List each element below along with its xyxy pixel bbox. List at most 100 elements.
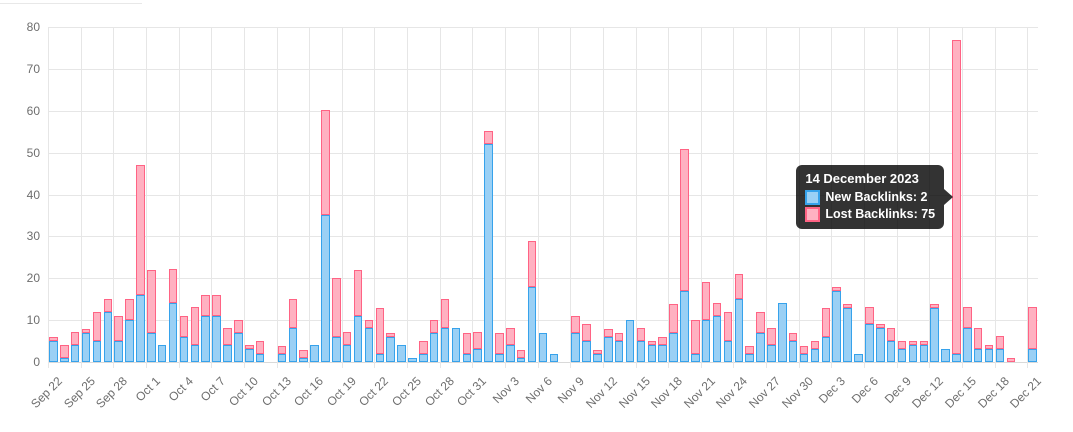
bar-dec-16[interactable]: [973, 328, 983, 362]
bar-oct-22[interactable]: [375, 308, 385, 362]
bar-nov-14[interactable]: [625, 320, 635, 362]
bar-dec-18[interactable]: [995, 336, 1005, 362]
new-backlinks-segment: [125, 320, 134, 362]
bar-oct-19[interactable]: [342, 332, 352, 362]
bar-sep-30[interactable]: [136, 165, 145, 362]
bar-nov-1[interactable]: [484, 131, 493, 362]
bar-oct-18[interactable]: [332, 278, 341, 362]
bar-oct-26[interactable]: [419, 341, 428, 362]
bar-oct-14[interactable]: [288, 299, 298, 362]
bar-oct-23[interactable]: [386, 333, 395, 362]
new-backlinks-segment: [201, 316, 210, 362]
bar-nov-5[interactable]: [527, 241, 537, 362]
bar-dec-3[interactable]: [832, 287, 841, 362]
bar-nov-18[interactable]: [669, 304, 678, 362]
bar-oct-25[interactable]: [408, 358, 417, 362]
lost-backlinks-segment: [114, 316, 123, 341]
bar-dec-12[interactable]: [930, 304, 939, 362]
bar-oct-3[interactable]: [168, 269, 178, 362]
bar-dec-10[interactable]: [908, 341, 918, 362]
bar-nov-26[interactable]: [756, 312, 765, 362]
new-backlinks-segment: [952, 354, 961, 362]
bar-nov-3[interactable]: [506, 328, 515, 362]
bar-nov-12[interactable]: [604, 329, 613, 362]
bar-sep-24[interactable]: [70, 332, 80, 362]
bar-oct-15[interactable]: [299, 350, 308, 362]
y-gridline: [48, 27, 1038, 28]
bar-oct-6[interactable]: [201, 295, 210, 362]
lost-backlinks-segment: [647, 341, 657, 345]
bar-oct-29[interactable]: [451, 328, 461, 362]
new-backlinks-segment: [876, 328, 885, 362]
bar-nov-11[interactable]: [593, 350, 602, 362]
bar-sep-29[interactable]: [125, 299, 134, 362]
bar-oct-31[interactable]: [473, 332, 482, 362]
bar-oct-5[interactable]: [190, 307, 200, 362]
bar-oct-24[interactable]: [397, 345, 406, 362]
bar-sep-27[interactable]: [103, 299, 113, 362]
x-gridline: [309, 27, 311, 368]
bar-nov-9[interactable]: [571, 316, 580, 362]
lost-backlinks-segment: [767, 328, 776, 345]
lost-backlinks-segment: [364, 320, 374, 328]
bar-oct-20[interactable]: [353, 270, 363, 362]
bar-nov-6[interactable]: [538, 333, 548, 362]
bar-nov-25[interactable]: [745, 346, 754, 362]
bar-nov-29[interactable]: [788, 333, 798, 362]
bar-dec-11[interactable]: [919, 341, 929, 362]
bar-nov-7[interactable]: [549, 354, 559, 362]
bar-dec-17[interactable]: [984, 345, 994, 362]
bar-oct-11[interactable]: [255, 341, 265, 362]
bar-oct-17[interactable]: [321, 110, 330, 362]
bar-oct-10[interactable]: [245, 345, 254, 362]
bar-oct-21[interactable]: [364, 320, 374, 362]
bar-nov-2[interactable]: [495, 333, 504, 362]
bar-dec-19[interactable]: [1006, 358, 1016, 362]
bar-nov-28[interactable]: [778, 303, 787, 362]
bar-nov-27[interactable]: [767, 328, 776, 362]
new-backlinks-segment: [506, 345, 515, 362]
bar-oct-7[interactable]: [212, 295, 221, 362]
bar-nov-20[interactable]: [691, 320, 700, 362]
bar-dec-7[interactable]: [876, 324, 885, 362]
bar-oct-8[interactable]: [223, 328, 232, 362]
bar-oct-27[interactable]: [429, 320, 439, 362]
bar-oct-13[interactable]: [277, 346, 287, 362]
bar-nov-24[interactable]: [734, 274, 744, 362]
bar-nov-23[interactable]: [723, 312, 733, 362]
bar-oct-16[interactable]: [310, 345, 319, 362]
bar-dec-9[interactable]: [897, 341, 907, 362]
bar-nov-15[interactable]: [636, 328, 646, 362]
bar-dec-4[interactable]: [843, 304, 852, 362]
bar-oct-2[interactable]: [157, 345, 167, 362]
bar-nov-22[interactable]: [712, 303, 722, 362]
bar-dec-1[interactable]: [810, 341, 820, 362]
bar-sep-23[interactable]: [60, 345, 69, 362]
bar-sep-26[interactable]: [92, 312, 102, 362]
bar-oct-1[interactable]: [147, 270, 156, 362]
bar-nov-4[interactable]: [516, 350, 526, 362]
bar-sep-22[interactable]: [49, 337, 58, 362]
bar-dec-5[interactable]: [854, 354, 863, 362]
lost-backlinks-segment: [788, 333, 798, 341]
bar-dec-13[interactable]: [941, 349, 950, 362]
lost-backlinks-segment: [1006, 358, 1016, 362]
bar-nov-21[interactable]: [701, 282, 711, 362]
bar-oct-9[interactable]: [234, 320, 243, 362]
bar-dec-8[interactable]: [886, 328, 896, 362]
bar-dec-2[interactable]: [821, 308, 831, 362]
bar-nov-30[interactable]: [799, 346, 809, 362]
bar-oct-30[interactable]: [462, 333, 472, 362]
bar-dec-6[interactable]: [865, 307, 874, 362]
bar-nov-19[interactable]: [680, 149, 689, 362]
bar-sep-25[interactable]: [81, 329, 91, 362]
bar-oct-4[interactable]: [179, 316, 189, 362]
bar-nov-10[interactable]: [582, 324, 591, 362]
bar-nov-16[interactable]: [647, 341, 657, 362]
bar-nov-13[interactable]: [614, 333, 624, 362]
bar-dec-15[interactable]: [963, 307, 972, 362]
bar-dec-21[interactable]: [1028, 307, 1037, 362]
bar-nov-17[interactable]: [658, 337, 667, 362]
bar-sep-28[interactable]: [114, 316, 123, 362]
bar-oct-28[interactable]: [440, 299, 450, 362]
